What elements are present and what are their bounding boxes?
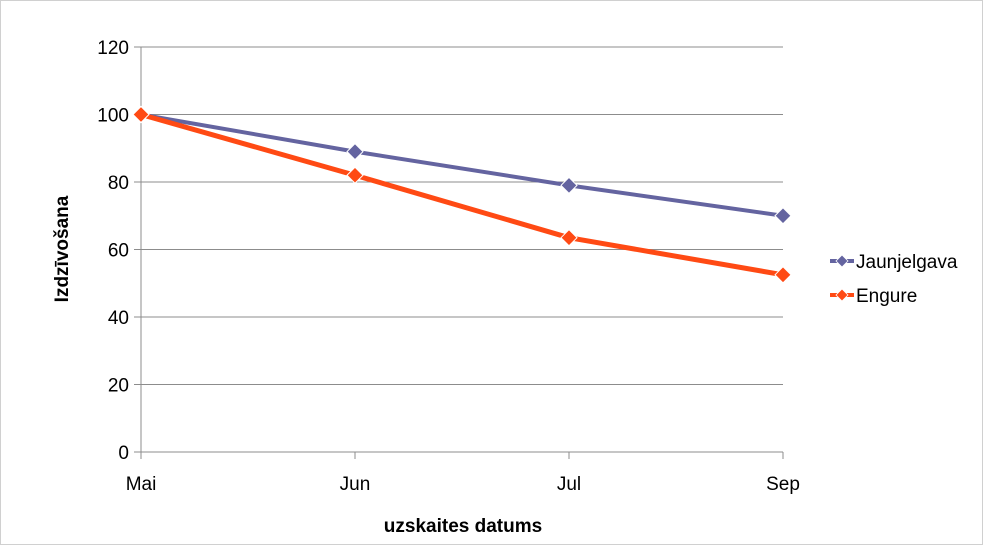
data-point bbox=[346, 166, 364, 184]
legend-item: Jaunjelgava bbox=[830, 252, 958, 273]
data-point bbox=[132, 105, 150, 124]
x-tick-label: Mai bbox=[126, 474, 157, 495]
axes bbox=[134, 46, 784, 459]
data-point bbox=[774, 207, 792, 225]
series bbox=[132, 105, 792, 284]
legend: Jaunjelgava Engure bbox=[830, 252, 958, 307]
y-tick-label: 0 bbox=[118, 443, 129, 464]
legend-label: Engure bbox=[856, 286, 917, 307]
legend-label: Jaunjelgava bbox=[856, 252, 958, 273]
y-axis-title: Izdzīvošana bbox=[52, 195, 73, 302]
x-tick-label: Jul bbox=[557, 474, 581, 495]
y-tick-label: 60 bbox=[108, 241, 129, 262]
data-point bbox=[560, 176, 578, 195]
y-tick-label: 120 bbox=[97, 38, 129, 59]
y-tick-label: 20 bbox=[108, 376, 129, 397]
series-engure bbox=[132, 105, 792, 284]
y-tick-label: 40 bbox=[108, 308, 129, 329]
series-line bbox=[140, 112, 784, 218]
series-line bbox=[140, 112, 784, 278]
y-tick-label: 80 bbox=[108, 173, 129, 194]
legend-marker bbox=[835, 288, 849, 302]
x-tick-label: Sep bbox=[766, 474, 800, 495]
data-point bbox=[774, 266, 792, 284]
data-point bbox=[346, 142, 364, 161]
legend-marker bbox=[835, 254, 849, 268]
tick-labels: 0 20 40 60 80 100 120 Mai Jun Jul Sep bbox=[97, 38, 800, 495]
x-tick-label: Jun bbox=[340, 474, 371, 495]
y-tick-label: 100 bbox=[97, 106, 129, 127]
data-point bbox=[560, 228, 578, 247]
x-axis-title: uzskaites datums bbox=[384, 516, 542, 537]
legend-item: Engure bbox=[830, 286, 917, 307]
gridlines bbox=[141, 46, 783, 385]
